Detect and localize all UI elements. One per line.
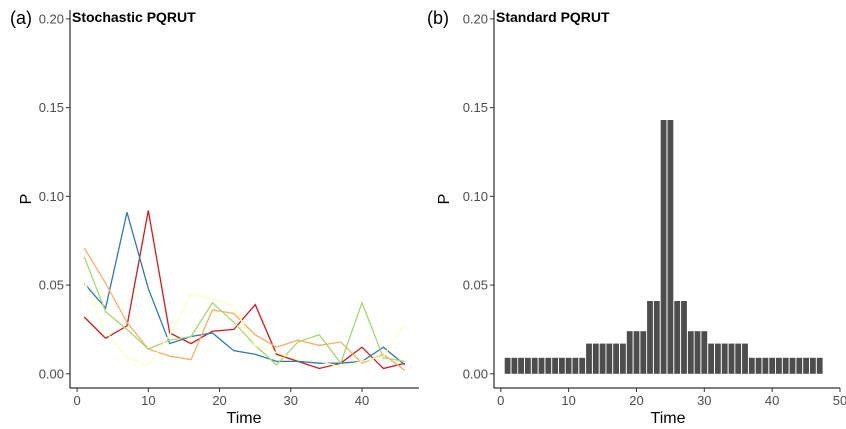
bar [687, 331, 694, 374]
bar [721, 343, 728, 374]
bar [782, 357, 789, 374]
bar [674, 301, 681, 374]
bar [504, 357, 511, 374]
y-tick-label: 0.20 [463, 11, 488, 26]
bar [789, 357, 796, 374]
bar [810, 357, 816, 374]
bar [525, 357, 531, 374]
bar [748, 357, 755, 374]
bar [735, 343, 742, 374]
panel-a-lines [83, 210, 406, 371]
bar [715, 343, 721, 374]
bar [545, 357, 552, 374]
series-line-1 [83, 210, 405, 370]
bar [606, 343, 613, 374]
y-tick-label: 0.00 [463, 366, 488, 381]
bar [681, 301, 687, 374]
x-tick-label: 30 [284, 393, 298, 408]
series-line-5 [83, 281, 406, 368]
bar [531, 357, 538, 374]
bar [694, 331, 701, 374]
x-tick-label: 10 [141, 393, 155, 408]
bar [620, 343, 626, 374]
bar [559, 357, 565, 374]
panel-b-x-ticks: 0 10 20 30 40 50 [497, 388, 846, 408]
panel-b: (b) Standard PQRUT 0 10 20 30 40 50 0.000.050… [427, 8, 846, 427]
bar [776, 357, 782, 374]
y-tick-label: 0.15 [463, 100, 488, 115]
panel-a-y-ticks: 0.00 0.05 0.10 0.15 0.20 [39, 11, 70, 381]
panel-a-x-label: Time [227, 410, 262, 427]
bar [653, 301, 660, 374]
y-tick-label: 0.00 [39, 366, 64, 381]
y-tick-label: 0.10 [39, 189, 64, 204]
bar [538, 357, 545, 374]
bar [816, 357, 823, 374]
bar [518, 357, 524, 374]
y-tick-label: 0.05 [463, 278, 488, 293]
y-tick-label: 0.05 [39, 278, 64, 293]
bar [640, 331, 647, 374]
bar [552, 357, 558, 374]
panel-b-tag: (b) [427, 8, 449, 28]
series-line-4 [83, 256, 405, 366]
x-tick-label: 20 [629, 393, 643, 408]
panel-a-title: Stochastic PQRUT [72, 9, 196, 25]
bar [633, 331, 640, 374]
bar [565, 357, 572, 374]
bar [572, 357, 579, 374]
x-tick-label: 30 [697, 393, 711, 408]
panel-a: (a) Stochastic PQRUT 0 10 20 30 40 0.000.050… [10, 8, 419, 427]
bar [796, 357, 803, 374]
bar [647, 301, 653, 374]
x-tick-label: 10 [561, 393, 575, 408]
panel-b-x-label: Time [651, 410, 686, 427]
panel-b-y-ticks: 0.00 0.05 0.10 0.15 0.20 [463, 11, 494, 381]
bar [769, 357, 776, 374]
bar [728, 343, 735, 374]
bar [742, 343, 748, 374]
bar [708, 343, 714, 374]
x-tick-label: 50 [833, 393, 846, 408]
y-tick-label: 0.15 [39, 100, 64, 115]
bar [626, 331, 633, 374]
panel-b-bars [504, 120, 823, 374]
y-tick-label: 0.20 [39, 11, 64, 26]
bar [762, 357, 769, 374]
series-line-3 [83, 247, 406, 371]
bar [755, 357, 762, 374]
x-tick-label: 0 [497, 393, 504, 408]
bar [660, 120, 667, 374]
bar [592, 343, 599, 374]
panel-b-y-label: P [436, 194, 453, 205]
panel-b-title: Standard PQRUT [496, 9, 610, 25]
bar [701, 331, 708, 374]
x-tick-label: 40 [765, 393, 779, 408]
panel-a-x-ticks: 0 10 20 30 40 [74, 388, 369, 408]
x-tick-label: 0 [74, 393, 81, 408]
series-line-2 [83, 212, 406, 366]
bar [599, 343, 606, 374]
bar [511, 357, 518, 374]
panel-a-tag: (a) [10, 8, 32, 28]
x-tick-label: 20 [212, 393, 226, 408]
bar [803, 357, 809, 374]
bar [667, 120, 674, 374]
bar [613, 343, 619, 374]
x-tick-label: 40 [355, 393, 369, 408]
panel-a-y-label: P [18, 194, 35, 205]
bar [586, 343, 592, 374]
bar [579, 357, 586, 374]
y-tick-label: 0.10 [463, 189, 488, 204]
